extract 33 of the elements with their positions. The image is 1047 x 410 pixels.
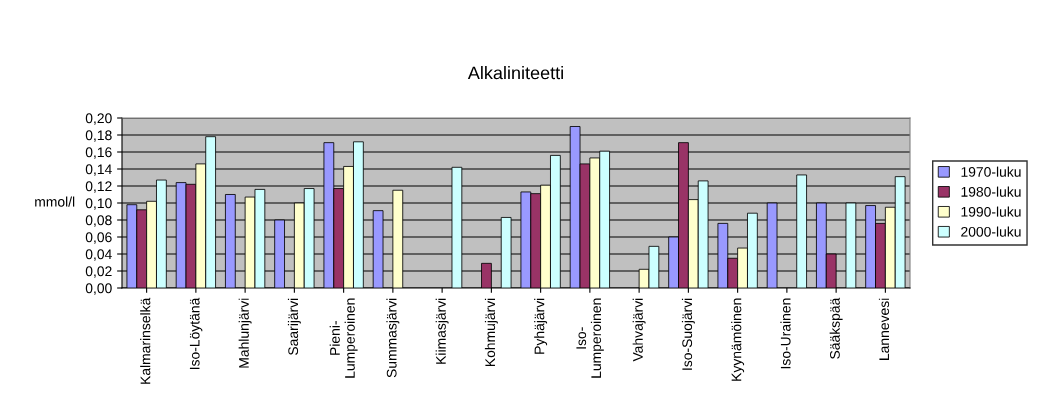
y-tick-label: 0,16: [85, 147, 112, 159]
x-tick-label: Pyhäjärvi: [534, 298, 548, 354]
x-tick-label: Summasjärvi: [386, 298, 400, 378]
x-tick-label: Iso-Löytänä: [189, 297, 203, 370]
x-tick-label: Kalmarinselkä: [140, 297, 151, 384]
y-tick-label: 0,08: [85, 215, 112, 227]
x-tick-label: Vahvajärvi: [632, 298, 646, 362]
x-tick-label: Pieni- Lumperoinen: [329, 298, 358, 378]
y-axis-title: mmol/l: [35, 196, 75, 207]
y-tick-label: 0,10: [85, 198, 112, 210]
legend-label: 1990-luku: [961, 206, 1021, 217]
legend-label: 1980-luku: [961, 186, 1021, 197]
x-tick-label: Iso-Suojärvi: [681, 298, 695, 370]
x-tick-label: Iso- Lumperoinen: [576, 298, 604, 378]
y-tick-label: 0,14: [85, 164, 112, 176]
x-tick-label: Saarijärvi: [287, 298, 301, 355]
y-tick-label: 0,12: [85, 181, 112, 193]
x-tick-label: Kohmujärvi: [484, 298, 498, 367]
y-tick-label: 0,18: [85, 130, 112, 142]
x-tick-label: Mahlunjärvi: [238, 298, 252, 368]
legend-label: 1970-luku: [961, 166, 1021, 177]
chart-title: Alkaliniteetti: [467, 66, 563, 80]
x-tick-label: Sääkspää: [829, 297, 843, 359]
legend-label: 2000-luku: [961, 226, 1021, 237]
y-tick-label: 0,20: [85, 113, 112, 125]
y-tick-label: 0,00: [85, 283, 112, 295]
y-tick-label: 0,06: [85, 232, 112, 244]
x-tick-label: Iso-Urainen: [780, 298, 791, 369]
x-tick-label: Kyynämöinen: [731, 298, 745, 381]
y-tick-label: 0,04: [85, 249, 112, 261]
y-tick-label: 0,02: [85, 266, 112, 278]
x-tick-label: Kiimasjärvi: [435, 298, 449, 364]
x-tick-label: Lannevesi: [878, 298, 890, 360]
